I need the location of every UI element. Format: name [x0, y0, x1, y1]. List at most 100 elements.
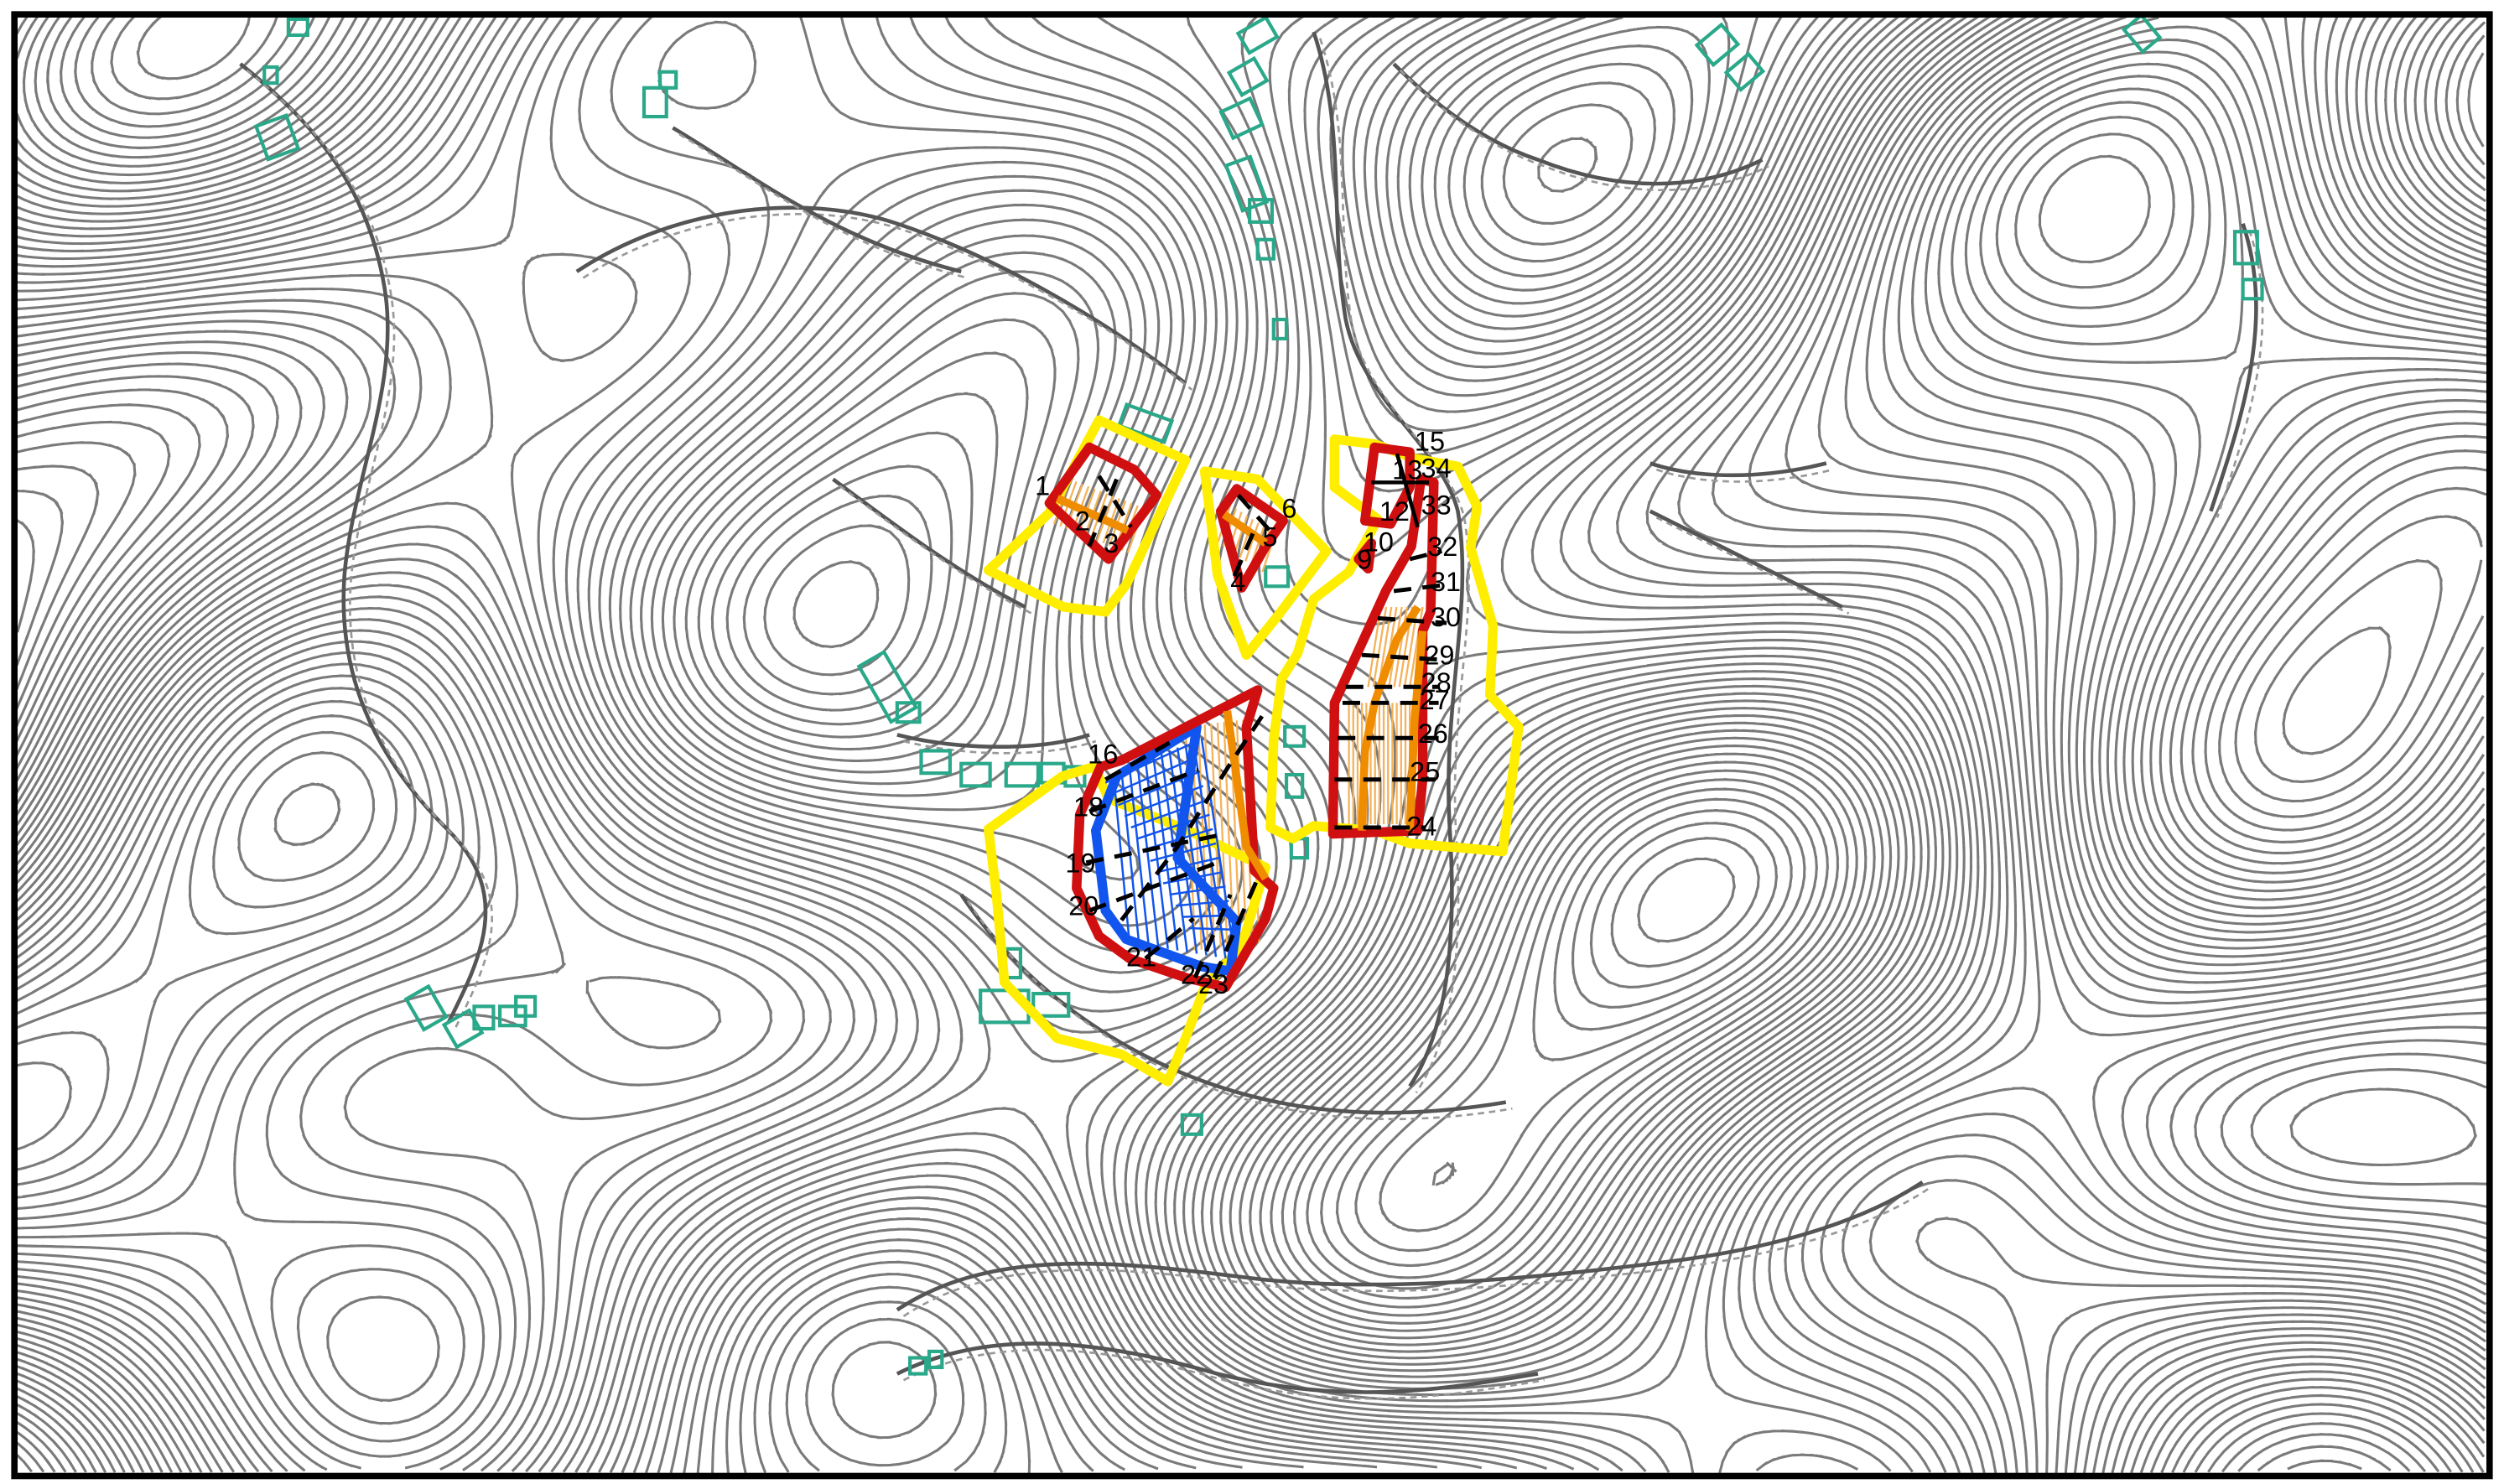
road	[896, 1180, 1924, 1312]
yellow-boundaries	[984, 415, 1524, 1087]
contour-line	[34, 12, 1893, 1317]
contour-line	[12, 13, 2486, 1472]
contour-line	[110, 12, 1849, 1268]
point-label-6: 6	[1281, 493, 1296, 523]
contour-line	[13, 115, 2487, 1474]
section-line	[1144, 916, 1195, 961]
existing-buildings	[253, 13, 2264, 1376]
site-lines	[1371, 453, 1430, 528]
road	[832, 477, 1026, 610]
point-label-15: 15	[1415, 426, 1445, 456]
building-outline	[253, 112, 301, 162]
point-label-18: 18	[1073, 792, 1104, 822]
blue-hatch-line	[1111, 755, 1197, 796]
terrace-edge	[1655, 516, 1850, 615]
section-line	[1393, 582, 1447, 594]
blue-hatch-line	[1136, 763, 1160, 947]
contour-line	[1571, 809, 1793, 1009]
contour-line	[763, 422, 2487, 1474]
red-area-6	[1072, 685, 1279, 993]
contour-line	[13, 132, 2487, 1474]
contour-line	[59, 13, 1876, 1300]
building-outline	[2241, 278, 2264, 301]
contour-line	[2237, 559, 2443, 1472]
terrace-edge	[582, 212, 1193, 391]
building-outline	[1218, 96, 1265, 141]
point-label-22: 22	[1181, 960, 1211, 990]
building-outline	[1116, 402, 1175, 444]
building-outline	[1235, 14, 1280, 55]
contour-line	[12, 50, 2487, 1474]
building-outline	[1255, 237, 1275, 261]
contour-line	[2182, 449, 2487, 1473]
point-label-13: 13	[1392, 455, 1422, 485]
contour-line	[2257, 625, 2392, 1472]
hatch-line	[1233, 515, 1249, 555]
red-area-3	[1359, 442, 1415, 529]
building-outline	[472, 1004, 496, 1031]
section-line	[1361, 652, 1442, 662]
section-line	[1088, 768, 1199, 814]
building-outline	[1248, 198, 1274, 224]
section-line	[1192, 893, 1233, 978]
blue-hatch-line	[1200, 738, 1237, 961]
road	[896, 1341, 1539, 1394]
blue-hatch-line	[1124, 785, 1204, 817]
point-label-19: 19	[1065, 848, 1095, 878]
contour-line	[792, 434, 2487, 1473]
contour-line	[12, 13, 1937, 1425]
section-line	[1409, 548, 1442, 562]
road	[575, 205, 1187, 386]
section-lines	[1085, 475, 1447, 979]
contour-line	[74, 12, 1868, 1290]
contour-line	[46, 13, 1884, 1309]
contour-line	[1637, 857, 1736, 943]
road	[1392, 62, 1764, 186]
point-label-32: 32	[1427, 532, 1457, 562]
terrace-edge	[2216, 229, 2264, 518]
red-area-4	[1353, 538, 1377, 573]
road	[239, 62, 488, 1024]
section-line	[1377, 615, 1447, 625]
blue-hatch-line	[1184, 744, 1218, 957]
building-outline	[1226, 55, 1270, 98]
terrace-edge	[1655, 468, 1833, 483]
point-label-20: 20	[1068, 891, 1099, 921]
contour-line	[90, 12, 1858, 1279]
point-label-3: 3	[1104, 528, 1119, 558]
contour-line	[1553, 797, 1806, 1031]
orange-band-1	[1055, 495, 1130, 534]
contour-line	[1431, 787, 1818, 1186]
building-outline	[919, 749, 952, 776]
terrace-edge	[1399, 69, 1769, 191]
building-outline	[927, 1349, 944, 1370]
section-line	[1231, 532, 1255, 579]
contour-line	[12, 13, 1908, 1332]
point-label-12: 12	[1379, 496, 1410, 527]
orange-band-6	[1223, 710, 1270, 881]
building-outline	[1223, 154, 1270, 213]
point-label-29: 29	[1424, 641, 1454, 671]
contour-line	[1378, 136, 1829, 1232]
contour-line	[2207, 486, 2487, 1473]
section-line	[1088, 860, 1218, 913]
point-label-33: 33	[1421, 490, 1452, 521]
building-outline	[657, 70, 678, 90]
point-label-9: 9	[1357, 544, 1372, 574]
yellow-boundary-west	[984, 415, 1191, 617]
building-outline	[1004, 761, 1041, 788]
blue-hatch-line	[1118, 771, 1201, 807]
contour-line	[12, 75, 2487, 1474]
terrace-edge	[678, 132, 969, 279]
contour-line	[2287, 1459, 2362, 1471]
point-label-27: 27	[1420, 685, 1450, 715]
terrace-edge	[903, 739, 1097, 755]
contour-line	[12, 13, 2486, 1472]
yellow-boundary-middle	[1199, 466, 1332, 660]
map-frame	[11, 11, 2493, 1480]
section-line	[1120, 709, 1268, 921]
contour-line	[12, 12, 2487, 1474]
hatch-line	[1239, 518, 1255, 558]
hatch-line	[1223, 722, 1235, 946]
point-label-10: 10	[1364, 527, 1394, 557]
